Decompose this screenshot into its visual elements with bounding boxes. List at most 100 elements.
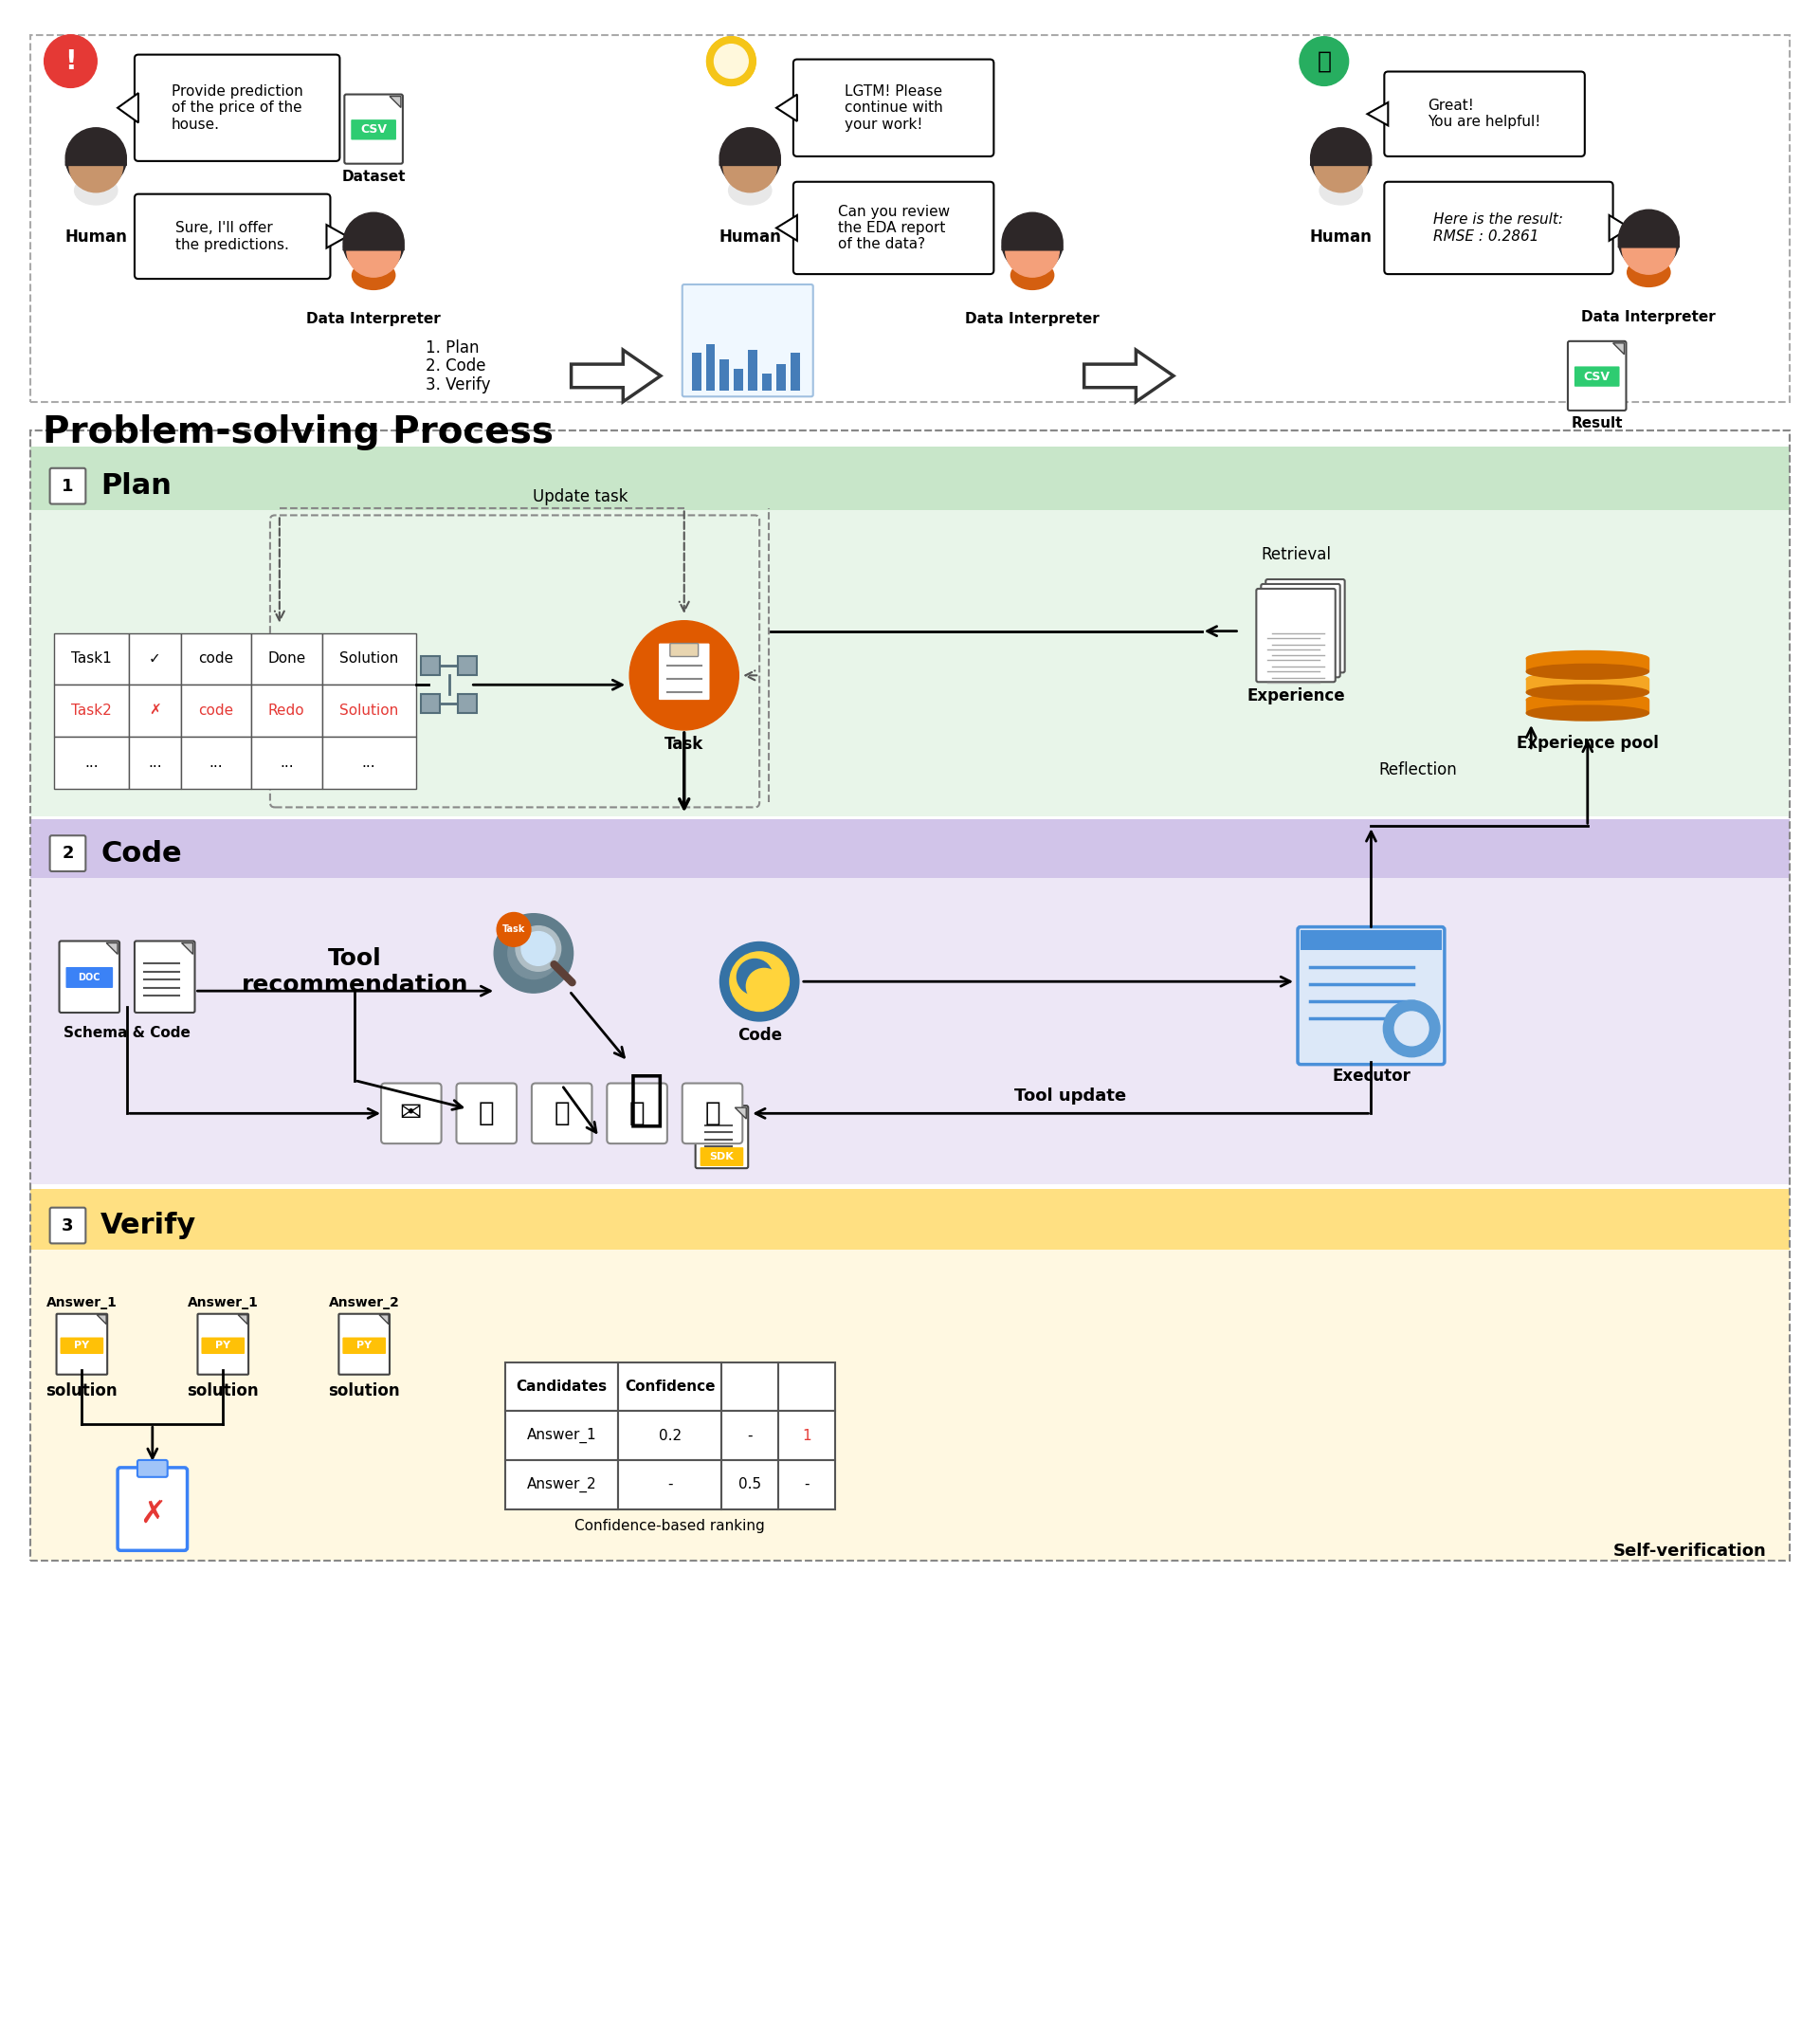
Text: Result: Result [1571, 416, 1623, 430]
Text: Human: Human [66, 229, 127, 246]
Bar [619, 1461, 723, 1510]
Ellipse shape [1527, 692, 1649, 708]
Text: Verify: Verify [100, 1211, 197, 1240]
Bar [53, 633, 129, 686]
Polygon shape [96, 1315, 106, 1325]
Text: Human: Human [719, 229, 781, 246]
FancyBboxPatch shape [457, 1083, 517, 1144]
Ellipse shape [351, 262, 395, 290]
Text: code: code [198, 704, 233, 718]
Circle shape [66, 128, 126, 189]
Ellipse shape [75, 177, 118, 205]
FancyBboxPatch shape [49, 1207, 86, 1244]
Text: Experience: Experience [1247, 688, 1345, 704]
Text: Confidence: Confidence [624, 1380, 715, 1394]
Bar [1527, 680, 1649, 692]
Bar [31, 448, 1789, 818]
Circle shape [521, 931, 555, 966]
FancyBboxPatch shape [794, 183, 994, 274]
Polygon shape [389, 95, 400, 108]
FancyBboxPatch shape [1567, 341, 1625, 410]
Circle shape [348, 223, 400, 278]
FancyBboxPatch shape [1265, 580, 1345, 672]
Bar [723, 1361, 779, 1410]
Bar [1527, 659, 1649, 672]
FancyBboxPatch shape [351, 120, 397, 140]
Text: CSV: CSV [360, 124, 388, 136]
FancyBboxPatch shape [135, 941, 195, 1012]
Ellipse shape [1010, 262, 1054, 290]
Circle shape [1005, 223, 1059, 278]
Text: Data Interpreter: Data Interpreter [1582, 310, 1716, 325]
Text: Great!
You are helpful!: Great! You are helpful! [1429, 99, 1542, 130]
Text: 0.5: 0.5 [739, 1477, 761, 1491]
FancyBboxPatch shape [682, 284, 814, 396]
Text: Plan: Plan [100, 473, 171, 499]
Bar [619, 1361, 723, 1410]
FancyBboxPatch shape [531, 1083, 592, 1144]
FancyBboxPatch shape [202, 1337, 244, 1353]
Text: Answer_1: Answer_1 [187, 1297, 258, 1309]
Bar [53, 686, 129, 737]
Text: ...: ... [147, 755, 162, 769]
Polygon shape [118, 93, 138, 122]
FancyBboxPatch shape [695, 1106, 748, 1169]
Bar [779, 1410, 835, 1461]
Polygon shape [379, 1315, 389, 1325]
Text: -: - [668, 1477, 673, 1491]
Circle shape [706, 37, 755, 85]
Text: Task2: Task2 [71, 704, 111, 718]
Polygon shape [326, 225, 348, 248]
Text: Data Interpreter: Data Interpreter [965, 312, 1099, 327]
Text: Candidates: Candidates [517, 1380, 608, 1394]
Circle shape [723, 138, 777, 193]
Bar [1578, 653, 1596, 659]
Text: Solution: Solution [339, 704, 399, 718]
Text: Experience pool: Experience pool [1516, 734, 1658, 751]
Text: Task: Task [502, 925, 526, 933]
Text: Code: Code [100, 840, 182, 866]
Text: ...: ... [209, 755, 222, 769]
Bar [180, 686, 251, 737]
Polygon shape [735, 1108, 746, 1118]
Circle shape [746, 968, 783, 1004]
Bar [723, 1410, 779, 1461]
FancyBboxPatch shape [198, 1315, 249, 1374]
Text: solution: solution [328, 1382, 400, 1400]
Text: Provide prediction
of the price of the
house.: Provide prediction of the price of the h… [171, 85, 302, 132]
Bar [322, 633, 417, 686]
Text: -: - [804, 1477, 810, 1491]
Bar [322, 686, 417, 737]
Polygon shape [106, 943, 118, 954]
Ellipse shape [1320, 177, 1363, 205]
FancyBboxPatch shape [339, 1315, 389, 1374]
FancyBboxPatch shape [118, 1467, 187, 1550]
FancyBboxPatch shape [1261, 584, 1340, 678]
Text: 2: 2 [62, 844, 73, 862]
Text: solution: solution [187, 1382, 258, 1400]
Bar [251, 686, 322, 737]
Circle shape [1299, 37, 1349, 85]
Bar [1301, 929, 1441, 950]
Text: Here is the result:
RMSE : 0.2861: Here is the result: RMSE : 0.2861 [1434, 213, 1563, 243]
Bar [129, 633, 180, 686]
FancyBboxPatch shape [135, 55, 340, 160]
Text: Answer_1: Answer_1 [528, 1428, 597, 1443]
Text: 0.2: 0.2 [659, 1428, 681, 1443]
Polygon shape [777, 215, 797, 241]
Polygon shape [1367, 101, 1389, 126]
Bar [251, 633, 322, 686]
Bar [420, 694, 439, 712]
Bar [31, 430, 1789, 1560]
Bar [790, 353, 801, 392]
Text: Answer_1: Answer_1 [46, 1297, 116, 1309]
Text: Reflection: Reflection [1380, 761, 1458, 777]
Text: 👍: 👍 [1318, 51, 1330, 73]
Polygon shape [1085, 349, 1174, 402]
Bar [31, 446, 1789, 511]
Ellipse shape [1527, 663, 1649, 680]
Circle shape [630, 621, 739, 730]
Text: 🔧: 🔧 [628, 1069, 664, 1128]
Text: ...: ... [84, 755, 98, 769]
Circle shape [737, 960, 772, 994]
